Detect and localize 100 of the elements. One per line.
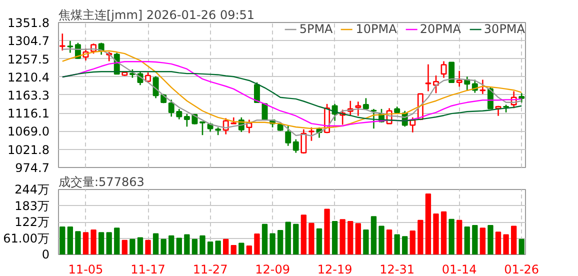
bar [340, 219, 346, 254]
bar [425, 194, 432, 254]
bar [176, 238, 182, 254]
x-tick-label: 12-31 [380, 262, 415, 276]
legend-label: 20PMA [420, 22, 461, 36]
bar [418, 220, 424, 254]
candlestick [440, 60, 447, 78]
bar [363, 229, 369, 254]
bar [168, 235, 174, 254]
bar [184, 234, 190, 254]
text: 成交量:577863 [58, 175, 144, 189]
y-tick-label: 244万 [14, 182, 50, 196]
candlestick [300, 128, 307, 154]
y-tick-label: 974.7 [15, 161, 50, 175]
bar [270, 233, 276, 254]
bar [348, 220, 354, 254]
bar [448, 218, 454, 254]
bar [75, 231, 81, 254]
bar [90, 229, 96, 254]
candlestick [292, 138, 299, 154]
bar [324, 208, 330, 254]
bar [488, 224, 494, 254]
y-tick-label: 1304.7 [8, 34, 50, 48]
bar [207, 241, 214, 254]
x-tick-label: 01-14 [442, 262, 477, 276]
bar [464, 226, 470, 254]
bar [300, 214, 307, 254]
bar [285, 222, 291, 254]
bar [433, 214, 439, 254]
candlestick [448, 62, 455, 84]
candlestick [456, 70, 462, 88]
bar [114, 228, 120, 254]
x-tick-label: 11-27 [192, 262, 228, 276]
bar [386, 229, 392, 254]
y-tick-label: 1021.8 [8, 142, 50, 157]
bar [518, 238, 524, 254]
bar [60, 226, 66, 254]
y-tick-label: 1163.3 [8, 88, 50, 102]
bar [215, 240, 221, 254]
bar [277, 230, 284, 254]
candlestick [425, 64, 432, 92]
bar [378, 226, 384, 254]
bar [254, 233, 260, 254]
candlestick [285, 125, 292, 146]
bar [332, 220, 338, 254]
bar [456, 220, 462, 254]
candlestick [254, 82, 260, 104]
candlestick [308, 126, 314, 142]
y-tick-label: 183万 [14, 198, 50, 213]
candlestick [480, 79, 486, 95]
bar [495, 232, 502, 254]
x-tick-label: 12-19 [317, 262, 352, 276]
bar [238, 242, 244, 254]
bar [192, 238, 198, 254]
bar [355, 223, 361, 254]
legend-label: 30PMA [484, 22, 525, 36]
bar [106, 232, 112, 254]
legend-label: 5PMA [299, 22, 333, 36]
chart-title: 焦煤主连[jmm] 2026-01-26 09:51 [58, 8, 255, 22]
bar [122, 240, 128, 254]
bar [440, 211, 447, 254]
y-tick-label: 1210.4 [8, 70, 50, 84]
bar [370, 216, 377, 254]
y-tick-label: 1069.0 [8, 124, 50, 139]
x-tick-label: 01-26 [504, 262, 540, 276]
bar [98, 232, 104, 254]
y-tick-label: 1257.5 [8, 52, 50, 66]
bar [130, 238, 136, 254]
candlestick [200, 120, 206, 136]
bar [472, 224, 478, 254]
bar [262, 224, 268, 254]
candlestick [67, 40, 74, 54]
bar [308, 222, 314, 254]
x-tick-label: 12-09 [255, 262, 290, 276]
y-tick-label: 1351.8 [8, 16, 50, 30]
x-tick-label: 11-17 [130, 262, 166, 276]
y-tick-label: 0 [42, 248, 50, 262]
candlestick [518, 92, 525, 104]
bar [394, 234, 400, 254]
bar [137, 237, 144, 254]
bar [230, 244, 236, 254]
y-tick-label: 122万 [14, 215, 50, 229]
bar [480, 228, 486, 254]
candlestick [59, 32, 66, 52]
bar [67, 226, 74, 254]
y-tick-label: 61.00万 [3, 231, 50, 246]
bar [223, 238, 229, 254]
legend-label: 10PMA [356, 22, 397, 36]
bar [316, 228, 322, 254]
bar [152, 233, 159, 254]
bar [410, 230, 416, 254]
bar [200, 235, 206, 254]
x-tick-label: 11-05 [68, 262, 104, 276]
bar [160, 238, 166, 254]
bar [145, 240, 151, 254]
bar [82, 232, 89, 254]
bar [510, 226, 517, 254]
candlestick [355, 100, 362, 117]
y-tick-label: 1116.1 [8, 106, 50, 121]
bar [503, 234, 509, 254]
